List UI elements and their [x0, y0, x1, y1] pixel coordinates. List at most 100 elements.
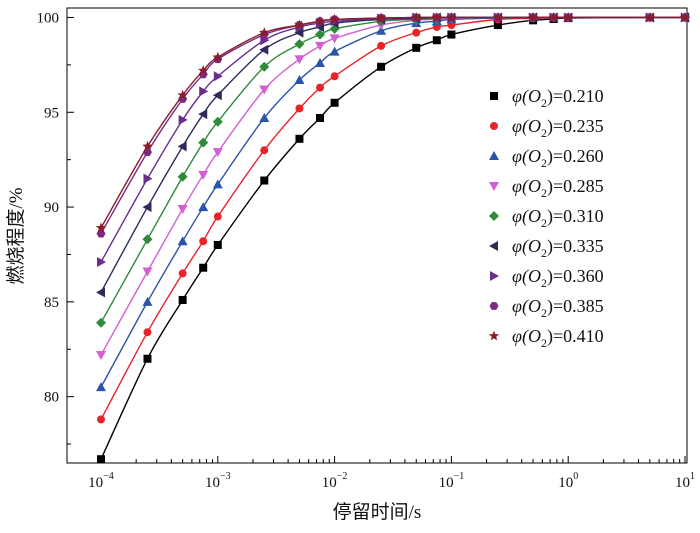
data-point — [142, 202, 152, 213]
legend-marker — [489, 302, 499, 310]
data-point — [447, 30, 456, 39]
data-point — [315, 57, 326, 67]
data-point — [294, 39, 305, 50]
data-point — [259, 112, 270, 122]
data-point — [95, 222, 107, 233]
data-point — [295, 104, 304, 113]
legend-label: φ(O2)=0.285 — [512, 176, 604, 200]
legend-marker — [489, 182, 499, 191]
data-point — [96, 317, 106, 328]
data-point — [212, 51, 224, 62]
legend-item: φ(O2)=0.260 — [489, 146, 604, 170]
legend-marker — [489, 241, 498, 251]
plot-frame — [66, 7, 688, 464]
data-point — [527, 11, 539, 22]
data-point — [97, 257, 106, 268]
legend-label: φ(O2)=0.210 — [512, 86, 604, 110]
data-point — [644, 11, 656, 22]
y-tick-label: 90 — [44, 200, 59, 216]
data-point — [197, 65, 209, 76]
data-point — [177, 171, 188, 182]
data-point — [259, 85, 270, 95]
x-tick-label: 101 — [675, 471, 695, 491]
data-point — [679, 11, 691, 22]
data-point — [315, 41, 326, 51]
data-point — [178, 269, 187, 278]
legend-item: φ(O2)=0.335 — [489, 236, 604, 260]
data-point — [295, 134, 304, 143]
x-tick-label: 100 — [558, 471, 578, 491]
data-point — [330, 72, 339, 81]
legend-label: φ(O2)=0.360 — [512, 266, 604, 290]
series-8 — [95, 11, 691, 233]
legend-label: φ(O2)=0.335 — [512, 236, 604, 260]
data-point — [213, 240, 222, 249]
legend-label: φ(O2)=0.235 — [512, 116, 604, 140]
data-point — [314, 15, 326, 26]
legend-marker — [489, 151, 499, 160]
data-point — [260, 176, 269, 185]
data-point — [493, 21, 502, 30]
data-point — [548, 11, 559, 22]
legend-item: φ(O2)=0.385 — [489, 296, 604, 320]
data-point — [198, 109, 208, 120]
data-point — [143, 173, 153, 184]
data-point — [178, 114, 188, 125]
data-point — [198, 170, 209, 180]
legend-item: φ(O2)=0.210 — [490, 86, 604, 110]
data-point — [96, 229, 106, 238]
data-point — [431, 11, 443, 22]
x-tick-label: 10−1 — [439, 471, 465, 491]
data-point — [97, 415, 105, 424]
legend-item: φ(O2)=0.285 — [489, 176, 604, 200]
data-point — [212, 116, 223, 127]
data-point — [212, 148, 223, 158]
data-point — [177, 89, 188, 100]
legend-marker — [489, 211, 499, 221]
y-tick-label: 85 — [44, 295, 59, 311]
y-tick-label: 95 — [44, 105, 59, 121]
legend-marker — [490, 92, 498, 100]
legend-item: φ(O2)=0.410 — [488, 326, 604, 350]
data-point — [142, 140, 153, 151]
data-point — [294, 27, 304, 38]
data-point — [412, 28, 421, 37]
legend-item: φ(O2)=0.235 — [490, 116, 604, 140]
x-axis: 10−4 10−3 10−2 10−1 100 101 — [88, 456, 695, 491]
data-point — [142, 267, 153, 277]
legend-label: φ(O2)=0.385 — [512, 296, 604, 320]
data-point — [212, 179, 223, 189]
data-point — [562, 11, 574, 22]
data-point — [329, 34, 340, 44]
data-point — [142, 296, 153, 306]
data-point — [316, 113, 325, 122]
data-point — [178, 295, 187, 304]
data-point — [198, 202, 209, 212]
x-tick-label: 10−2 — [322, 471, 348, 491]
x-axis-title: 停留时间/s — [333, 501, 422, 523]
data-point — [96, 382, 106, 392]
data-point — [212, 90, 222, 101]
x-tick-label: 10−3 — [205, 471, 231, 491]
x-tick-label: 10−4 — [88, 471, 114, 491]
data-point — [377, 41, 386, 50]
data-point — [294, 75, 305, 85]
legend-label: φ(O2)=0.310 — [512, 206, 604, 230]
y-tick-label: 80 — [44, 390, 59, 406]
data-point — [411, 11, 422, 22]
data-point — [198, 137, 209, 148]
y-axis: 80 85 90 95 100 — [37, 10, 74, 445]
data-point — [142, 234, 153, 245]
legend-marker — [488, 330, 500, 341]
data-point — [143, 354, 152, 363]
y-axis-title: 燃烧程度/% — [5, 187, 27, 284]
data-point — [329, 46, 340, 56]
data-point — [294, 55, 305, 65]
data-point — [432, 36, 441, 45]
y-tick-label: 100 — [37, 10, 60, 26]
legend-item: φ(O2)=0.360 — [490, 266, 604, 290]
data-point — [199, 237, 208, 246]
data-point — [412, 43, 421, 52]
data-point — [177, 204, 188, 214]
